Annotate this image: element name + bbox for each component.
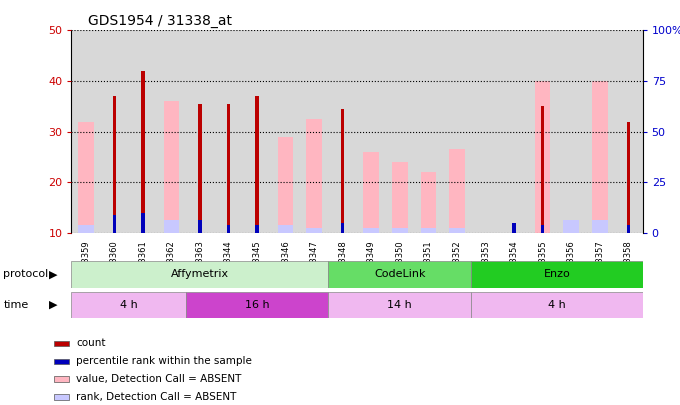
Text: 4 h: 4 h [120,300,137,310]
Text: CodeLink: CodeLink [374,269,426,279]
Bar [414,30,443,233]
Text: GDS1954 / 31338_at: GDS1954 / 31338_at [88,14,233,28]
Bar [255,96,259,233]
Bar [563,220,579,233]
Text: ▶: ▶ [49,269,57,279]
Bar [328,292,471,318]
Bar [198,220,202,233]
Bar [277,225,294,233]
Bar [112,215,116,233]
Bar [277,137,294,233]
Bar [78,122,94,233]
Bar [163,101,180,233]
Bar [614,30,643,233]
Bar [449,149,465,233]
Bar [226,104,231,233]
Bar [443,30,471,233]
Bar [71,261,328,288]
Bar [420,228,437,233]
Text: rank, Detection Call = ABSENT: rank, Detection Call = ABSENT [76,392,237,402]
Text: time: time [3,300,29,310]
Bar [471,261,643,288]
Text: 16 h: 16 h [245,300,269,310]
Bar [592,81,608,233]
Bar [528,30,557,233]
Text: protocol: protocol [3,269,49,279]
Bar [186,30,214,233]
Bar [449,228,465,233]
Bar [71,292,186,318]
Bar [626,225,630,233]
Bar [226,225,231,233]
Bar [243,30,271,233]
Bar [141,213,145,233]
Text: Enzo: Enzo [543,269,571,279]
Bar [198,104,202,233]
Bar [271,30,300,233]
Bar [71,30,100,233]
Bar [78,225,94,233]
Bar [420,172,437,233]
Bar [592,220,608,233]
Bar [112,96,116,233]
Text: ▶: ▶ [49,300,57,310]
Bar [306,228,322,233]
Text: count: count [76,339,105,348]
Bar [363,228,379,233]
Bar [157,30,186,233]
Bar [186,292,328,318]
Bar [500,30,528,233]
Text: value, Detection Call = ABSENT: value, Detection Call = ABSENT [76,374,241,384]
Text: 14 h: 14 h [388,300,412,310]
Text: Affymetrix: Affymetrix [171,269,229,279]
Bar [541,225,545,233]
Bar [100,30,129,233]
Bar [626,122,630,233]
Bar [255,225,259,233]
Bar [163,220,180,233]
Bar [471,292,643,318]
Bar [363,152,379,233]
Bar [541,107,545,233]
Bar [392,228,408,233]
Bar [557,30,585,233]
Text: percentile rank within the sample: percentile rank within the sample [76,356,252,366]
Bar [357,30,386,233]
Bar [328,30,357,233]
Bar [341,223,345,233]
Bar [534,81,551,233]
Bar [214,30,243,233]
Bar [328,261,471,288]
Bar [306,119,322,233]
Text: 4 h: 4 h [548,300,566,310]
Bar [471,30,500,233]
Bar [585,30,614,233]
Bar [386,30,414,233]
Bar [129,30,157,233]
Bar [300,30,328,233]
Bar [141,71,145,233]
Bar [341,109,345,233]
Bar [392,162,408,233]
Bar [512,223,516,233]
